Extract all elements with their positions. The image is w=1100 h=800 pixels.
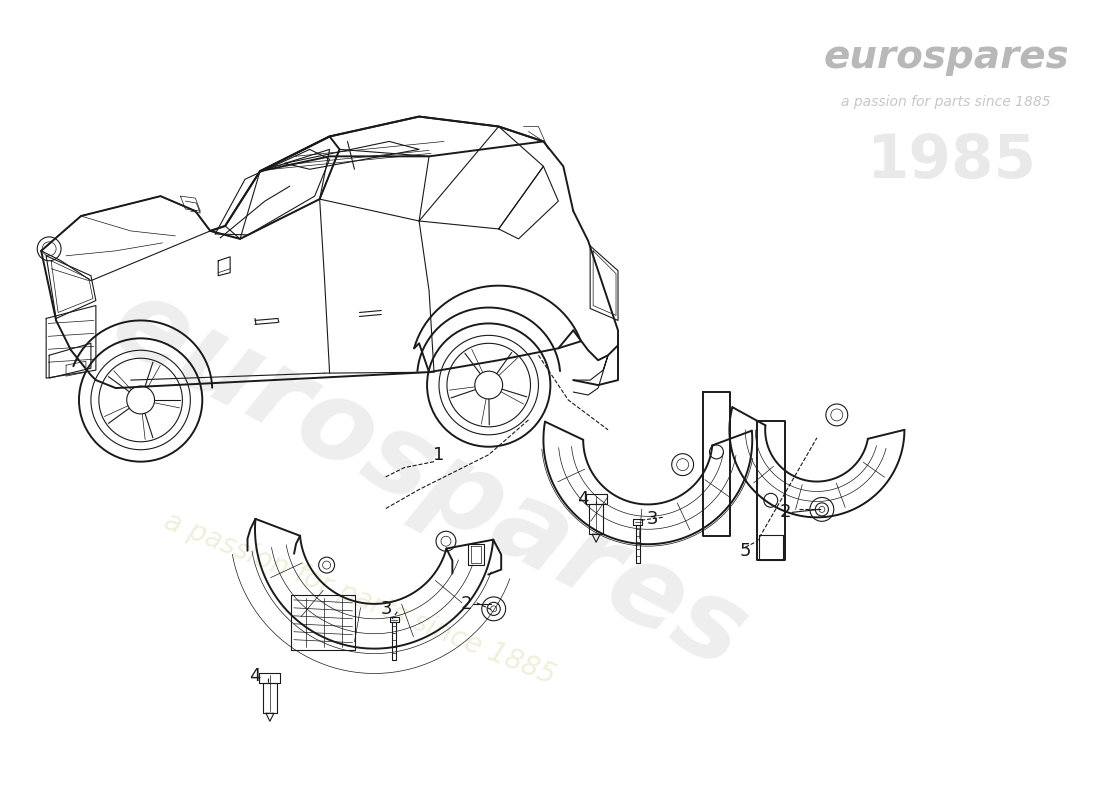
Text: 2: 2: [461, 595, 473, 613]
Text: eurospares: eurospares: [823, 38, 1069, 76]
Text: 2: 2: [779, 503, 791, 522]
Text: 3: 3: [381, 600, 392, 618]
Text: eurospares: eurospares: [94, 267, 764, 692]
Text: a passion for parts since 1885: a passion for parts since 1885: [842, 94, 1050, 109]
Text: 1: 1: [433, 446, 444, 464]
Text: 4: 4: [578, 490, 588, 509]
Text: 1985: 1985: [866, 132, 1036, 191]
Text: 4: 4: [250, 667, 261, 686]
Text: a passion for parts since 1885: a passion for parts since 1885: [160, 507, 559, 690]
Text: 3: 3: [647, 510, 659, 528]
Text: 5: 5: [739, 542, 751, 560]
